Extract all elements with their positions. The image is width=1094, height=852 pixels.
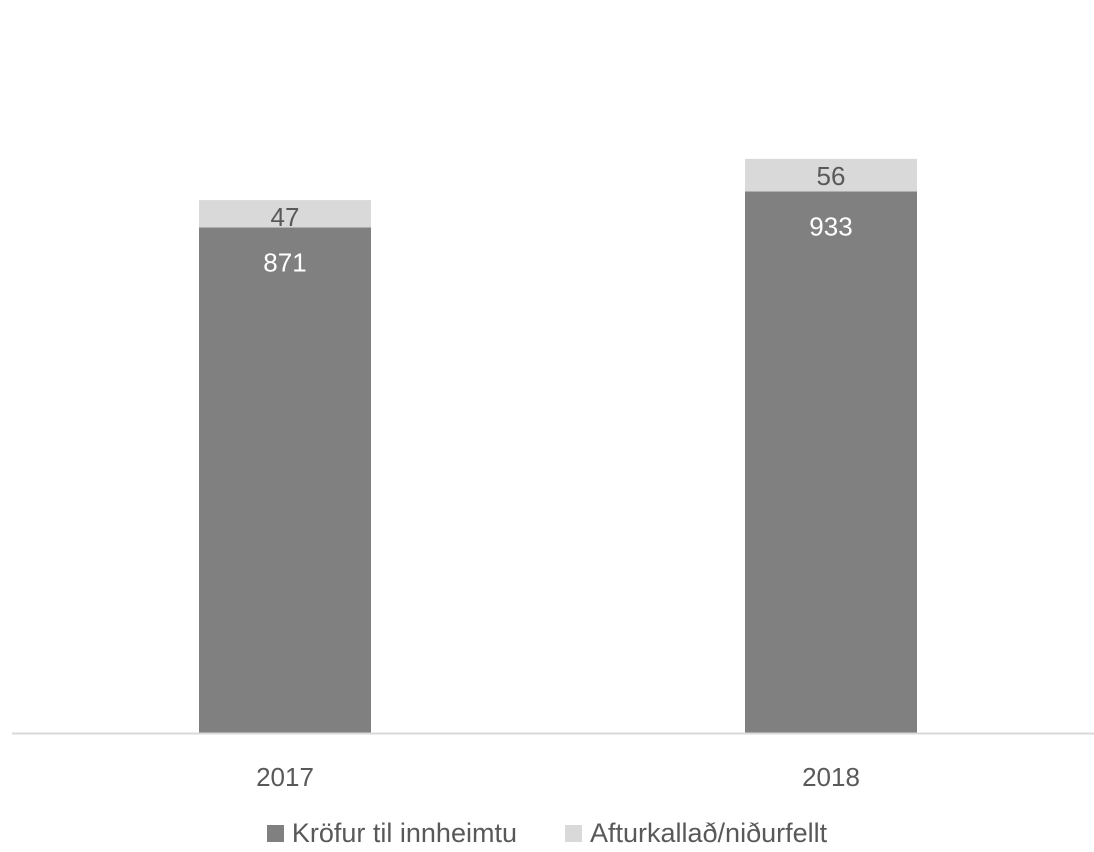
legend-item-series-0: Kröfur til innheimtu: [266, 818, 517, 849]
legend-label-series-0: Kröfur til innheimtu: [291, 818, 517, 848]
legend-item-series-1: Afturkallað/niðurfellt: [564, 818, 828, 849]
chart-legend: Kröfur til innheimtu Afturkallað/niðurfe…: [0, 818, 1094, 849]
data-label-2018-series-0: 933: [809, 211, 852, 241]
bar-2017-series-1: [199, 200, 371, 228]
x-tick-label-2017: 2017: [256, 762, 314, 792]
chart-plot-area: 871 47 933 56 2017 2018: [12, 158, 1094, 792]
bar-2017-series-0: [199, 227, 371, 733]
bar-2018-series-0: [745, 191, 917, 733]
x-tick-label-2018: 2018: [802, 762, 860, 792]
legend-swatch-series-0: [266, 825, 284, 842]
legend-swatch-series-1: [564, 825, 582, 842]
bar-2018-series-1: [745, 158, 917, 192]
data-label-2017-series-0: 871: [263, 247, 306, 277]
legend-label-series-1: Afturkallað/niðurfellt: [589, 818, 828, 848]
data-label-2017-series-1: 47: [271, 202, 300, 232]
data-label-2018-series-1: 56: [817, 161, 846, 191]
